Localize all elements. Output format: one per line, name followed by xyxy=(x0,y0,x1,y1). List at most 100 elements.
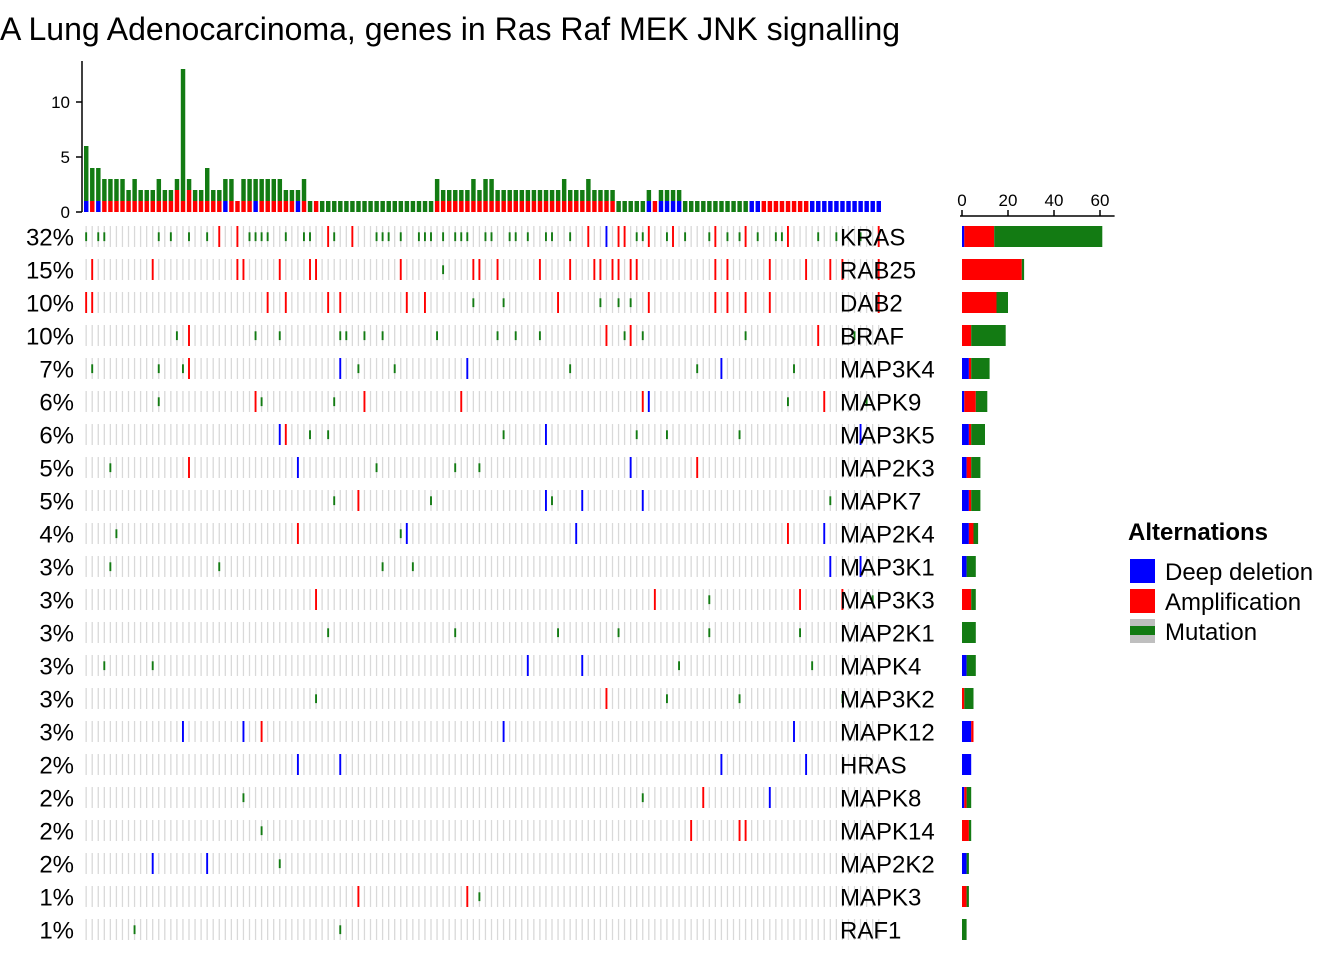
grid-cell xyxy=(617,358,620,379)
grid-cell xyxy=(708,886,710,907)
grid-cell xyxy=(133,259,136,280)
grid-cell xyxy=(569,655,571,676)
grid-cell xyxy=(617,754,620,775)
grid-cell xyxy=(406,853,408,874)
grid-cell xyxy=(605,721,608,742)
grid-cell xyxy=(206,655,208,676)
alteration-deep-deletion xyxy=(278,424,281,445)
alteration-mutation xyxy=(345,331,348,341)
grid-cell xyxy=(660,688,662,709)
grid-cell xyxy=(97,721,99,742)
grid-cell xyxy=(97,259,99,280)
percent-labels: 32%15%10%10%7%6%6%5%5%4%3%3%3%3%3%3%2%2%… xyxy=(26,225,74,945)
grid-cell xyxy=(273,424,275,445)
grid-cell xyxy=(279,523,281,544)
grid-cell xyxy=(702,853,704,874)
grid-cell xyxy=(690,292,692,313)
grid-cell xyxy=(502,919,505,940)
grid-cell xyxy=(91,820,93,841)
grid-cell xyxy=(333,820,335,841)
grid-cell xyxy=(732,523,735,544)
grid-cell xyxy=(381,490,384,511)
grid-cell xyxy=(478,556,481,577)
grid-cell xyxy=(176,622,178,643)
grid-cell xyxy=(563,886,565,907)
grid-cell xyxy=(260,358,263,379)
grid-cell xyxy=(351,589,353,610)
grid-cell xyxy=(152,721,154,742)
sample-bar-amplification xyxy=(580,201,585,212)
grid-cell xyxy=(678,226,680,247)
grid-cell xyxy=(260,292,263,313)
grid-cell xyxy=(285,589,287,610)
grid-cell xyxy=(817,721,819,742)
grid-cell xyxy=(521,292,523,313)
grid-cell xyxy=(369,490,372,511)
grid-cell xyxy=(321,325,323,346)
grid-cell xyxy=(327,490,329,511)
grid-cell xyxy=(781,259,783,280)
grid-cell xyxy=(224,655,226,676)
sample-bar-mutation xyxy=(471,179,476,201)
grid-cell xyxy=(569,292,571,313)
grid-cell xyxy=(164,325,166,346)
grid-cell xyxy=(533,820,535,841)
grid-cell xyxy=(133,457,136,478)
grid-cell xyxy=(133,490,136,511)
grid-cell xyxy=(539,391,541,412)
grid-cell xyxy=(817,622,819,643)
grid-cell xyxy=(164,589,166,610)
alteration-mutation xyxy=(484,232,487,242)
grid-cell xyxy=(285,688,287,709)
grid-cell xyxy=(85,655,87,676)
grid-cell xyxy=(829,358,831,379)
grid-cell xyxy=(212,721,214,742)
alteration-mutation xyxy=(871,595,874,605)
grid-cell xyxy=(248,325,251,346)
grid-cell xyxy=(146,556,148,577)
grid-cell xyxy=(872,820,874,841)
grid-cell xyxy=(158,886,160,907)
grid-cell xyxy=(660,655,662,676)
grid-cell xyxy=(248,886,251,907)
grid-cell xyxy=(139,721,142,742)
grid-cell xyxy=(351,688,353,709)
grid-cell xyxy=(763,688,765,709)
grid-cell xyxy=(254,688,257,709)
grid-cell xyxy=(394,556,396,577)
grid-cell xyxy=(448,523,450,544)
grid-cell xyxy=(787,721,789,742)
grid-cell xyxy=(224,886,226,907)
grid-cell xyxy=(872,787,874,808)
alteration-amplification xyxy=(641,391,644,412)
grid-cell xyxy=(781,655,783,676)
grid-cell xyxy=(502,226,505,247)
grid-cell xyxy=(865,820,868,841)
grid-cell xyxy=(97,886,99,907)
sample-bar-deep-deletion xyxy=(749,201,754,212)
grid-cell xyxy=(351,325,353,346)
grid-cell xyxy=(557,325,559,346)
grid-cell xyxy=(823,721,825,742)
grid-cell xyxy=(381,391,384,412)
grid-cell xyxy=(309,721,311,742)
grid-cell xyxy=(720,688,723,709)
grid-cell xyxy=(460,919,462,940)
grid-cell xyxy=(339,787,341,808)
grid-cell xyxy=(188,886,190,907)
grid-cell xyxy=(775,589,777,610)
grid-cell xyxy=(152,523,154,544)
gene-bar-mutation xyxy=(994,226,1103,247)
grid-cell xyxy=(623,886,626,907)
grid-cell xyxy=(97,358,99,379)
grid-cell xyxy=(757,787,759,808)
grid-cell xyxy=(436,457,438,478)
grid-cell xyxy=(309,919,311,940)
grid-cell xyxy=(817,655,819,676)
grid-cell xyxy=(478,292,481,313)
grid-cell xyxy=(309,589,311,610)
grid-cell xyxy=(757,490,759,511)
grid-cell xyxy=(593,358,595,379)
grid-cell xyxy=(436,919,438,940)
gene-bar-mutation xyxy=(964,688,974,709)
